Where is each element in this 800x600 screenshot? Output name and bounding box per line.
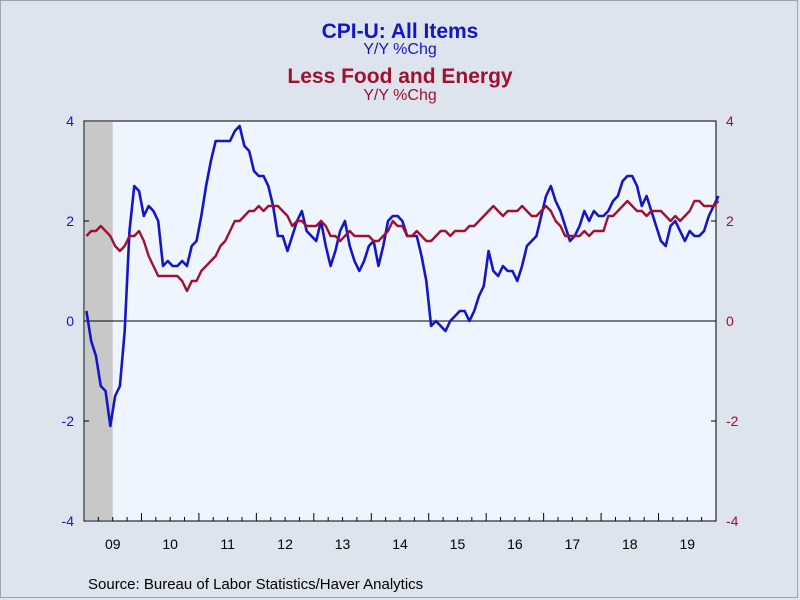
series1-title: CPI-U: All Items — [321, 20, 479, 43]
left-y-tick-label: 2 — [66, 213, 74, 229]
left-y-tick-label: 4 — [66, 113, 74, 129]
right-y-tick-label: 0 — [726, 313, 734, 329]
left-y-tick-label: -4 — [62, 513, 75, 529]
x-tick-label: 13 — [335, 536, 351, 552]
series-line-core-cpi — [85, 199, 720, 293]
x-tick-label: 15 — [450, 536, 466, 552]
x-tick-label: 17 — [565, 536, 581, 552]
series2-title: Less Food and Energy — [287, 65, 513, 88]
right-y-tick-label: -2 — [726, 413, 739, 429]
left-y-tick-label: 0 — [66, 313, 74, 329]
x-tick-label: 11 — [220, 536, 235, 552]
x-tick-label: 16 — [507, 536, 523, 552]
right-y-tick-label: 4 — [726, 113, 734, 129]
series1-subtitle: Y/Y %Chg — [363, 41, 437, 58]
left-y-tick-label: -2 — [62, 413, 75, 429]
x-tick-label: 12 — [277, 536, 293, 552]
x-tick-label: 14 — [392, 536, 408, 552]
source-note: Source: Bureau of Labor Statistics/Haver… — [88, 576, 424, 593]
x-tick-label: 19 — [679, 536, 695, 552]
series2-subtitle: Y/Y %Chg — [363, 87, 437, 104]
x-tick-label: 10 — [162, 536, 178, 552]
series-line-cpi-all-items — [85, 124, 720, 428]
right-y-tick-label: 2 — [726, 213, 734, 229]
x-tick-label: 18 — [622, 536, 638, 552]
x-tick-label: 09 — [105, 536, 121, 552]
right-y-tick-label: -4 — [726, 513, 739, 529]
